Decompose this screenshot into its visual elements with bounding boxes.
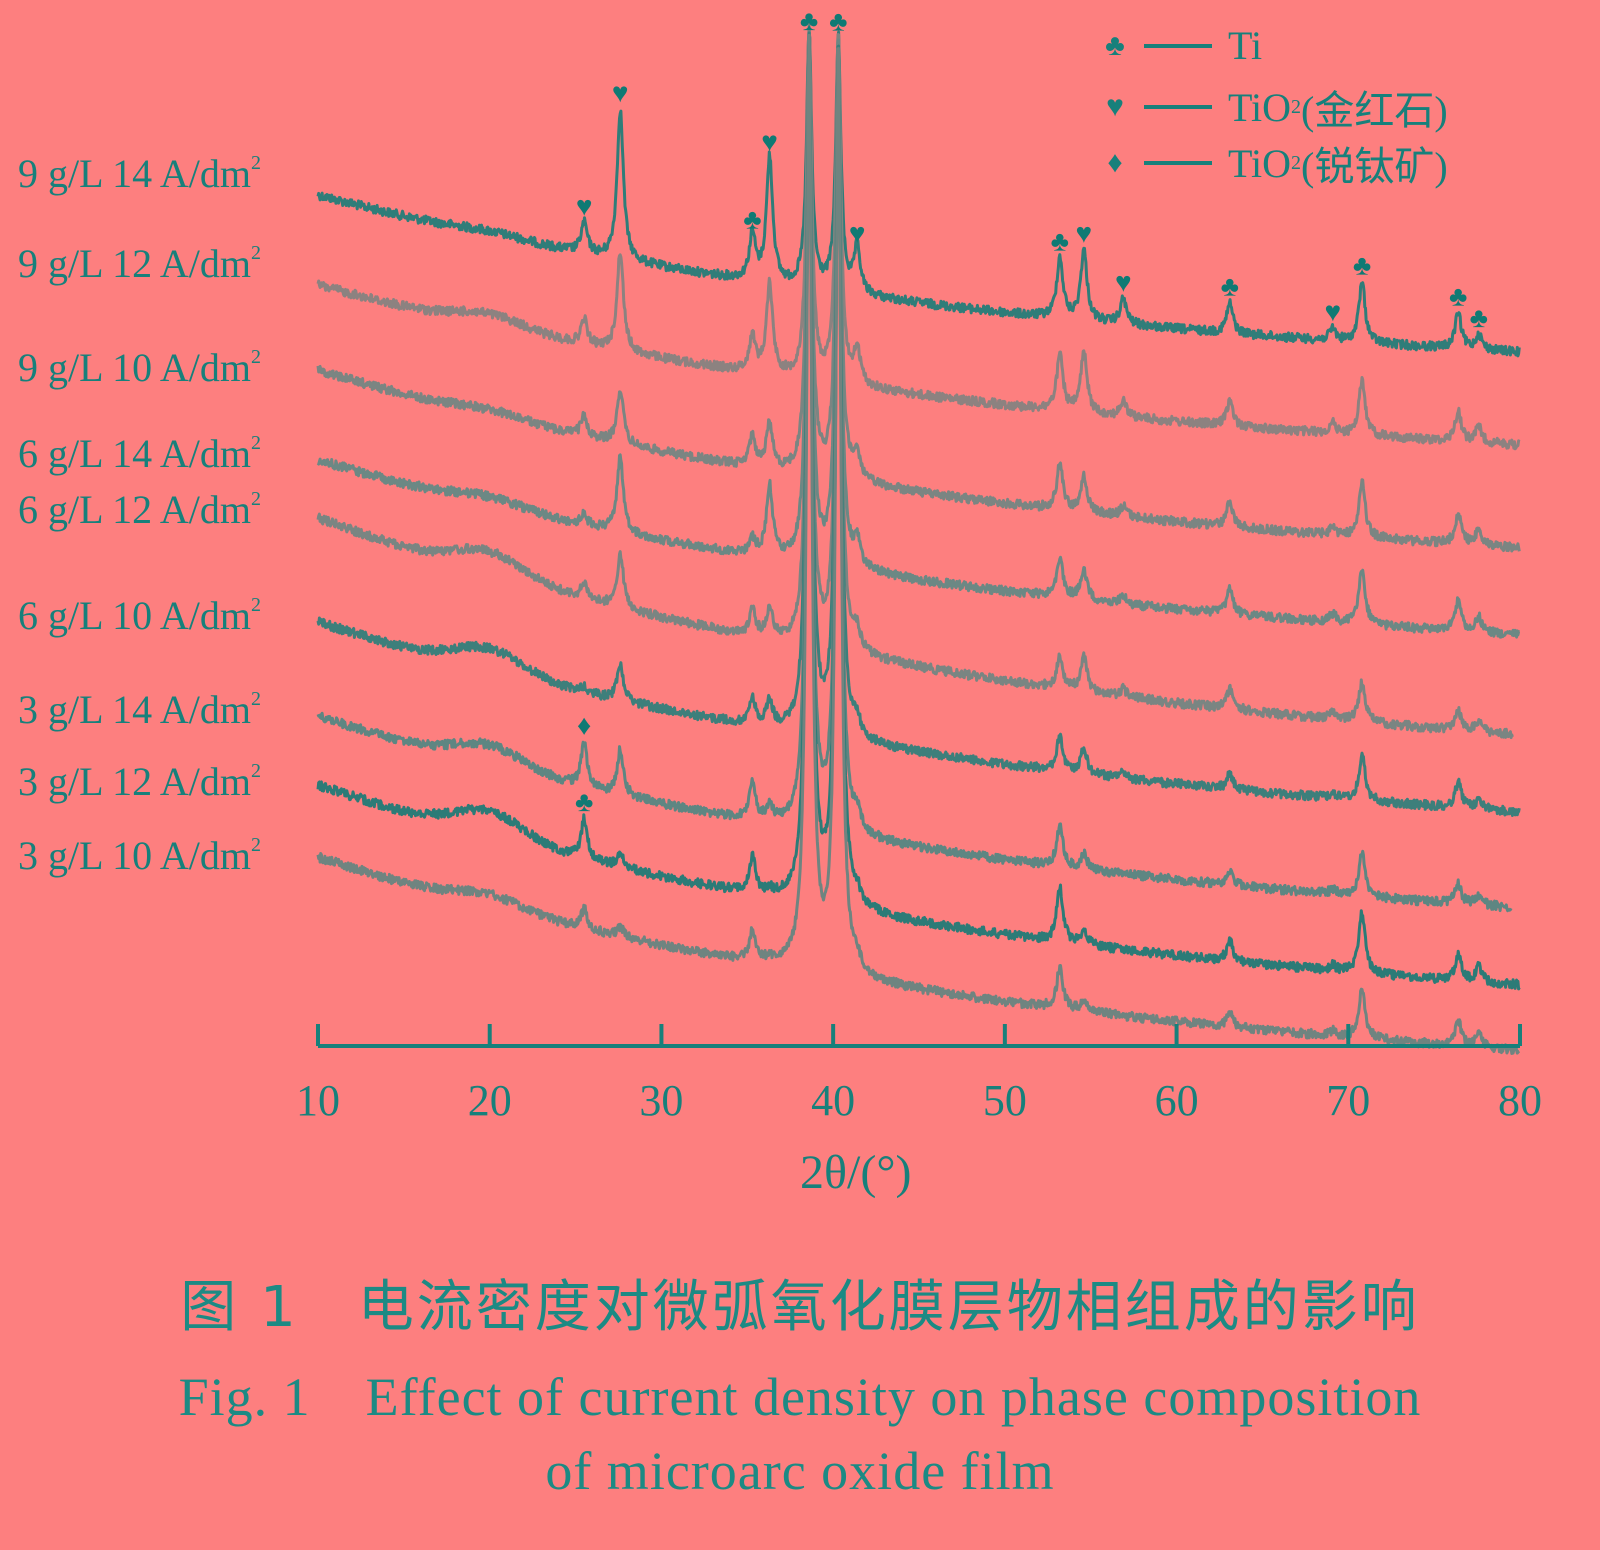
series-label-superscript: 2 [250,346,261,368]
series-line-5 [316,31,1521,817]
peak-marker: ♦ [577,710,591,741]
caption-chinese: 图 1 电流密度对微弧氧化膜层物相组成的影响 [180,1275,1420,1340]
peak-marker: ♣ [1051,226,1069,257]
peak-marker: ♥ [849,219,866,250]
peak-marker: ♣ [1449,282,1467,313]
x-tick-label: 50 [983,1076,1027,1125]
series-label-text: 9 g/L 14 A/dm [18,151,251,196]
caption-english-line1: Fig. 1 Effect of current density on phas… [178,1367,1422,1427]
series-label: 6 g/L 12 A/dm2 [18,486,261,533]
series-label: 3 g/L 10 A/dm2 [18,832,261,879]
peak-annotations: ♥♥♣♥♣ ♣♥ ♣ ♥♥ ♣♥♣♣♣♦♣ [575,6,1488,818]
traces [316,23,1521,1055]
peak-marker: ♥ [1115,267,1132,298]
series-label-text: 6 g/L 10 A/dm [18,593,251,638]
series-label-superscript: 2 [250,688,261,710]
peak-marker: ♣ [743,204,761,235]
series-label-text: 3 g/L 12 A/dm [18,759,251,804]
legend-label: TiO [1228,84,1292,130]
legend-dash [1144,43,1212,48]
x-axis-label: 2θ/(°) [800,1146,912,1199]
peak-marker: ♥ [1076,219,1093,250]
peak-marker: ♥ [1325,297,1342,328]
legend-suffix: (锐钛矿) [1301,144,1448,189]
legend-subscript: 2 [1291,151,1302,174]
series-label: 9 g/L 14 A/dm2 [18,150,261,197]
series-line-2 [316,26,1521,553]
series-label-text: 9 g/L 12 A/dm [18,241,251,286]
legend-subscript: 2 [1291,95,1302,118]
peak-marker: ♣ [1353,251,1371,282]
peak-marker: ♣ [829,6,847,37]
series-line-7 [316,35,1521,991]
peak-marker: ♣ [1470,303,1488,334]
legend-entry: ♥ TiO 2 (金红石) [1100,78,1448,136]
series-line-4 [316,30,1514,740]
legend-entry: ♦ TiO 2 (锐钛矿) [1100,134,1448,192]
peak-marker: ♣ [800,6,818,37]
series-label-superscript: 2 [250,432,261,454]
peak-marker: ♥ [576,192,593,223]
x-axis: 10 20 30 40 50 60 70 80 [296,1024,1542,1125]
peak-marker: ♣ [1221,271,1239,302]
series-line-1 [316,23,1521,451]
legend-dash [1144,105,1212,109]
club-icon: ♣ [1105,28,1125,62]
legend-dash [1144,161,1212,165]
x-tick-label: 70 [1326,1076,1370,1125]
legend-suffix: (金红石) [1301,88,1448,133]
diamond-icon: ♦ [1107,146,1123,179]
legend-entry: ♣ Ti [1100,22,1262,69]
legend-label: TiO [1228,140,1292,186]
series-label: 9 g/L 10 A/dm2 [18,344,261,391]
series-label: 3 g/L 14 A/dm2 [18,686,261,733]
peak-marker: ♥ [761,127,778,158]
series-label: 6 g/L 10 A/dm2 [18,592,261,639]
series-label-superscript: 2 [250,594,261,616]
x-tick-label: 10 [296,1076,340,1125]
series-label-superscript: 2 [250,488,261,510]
series-label-superscript: 2 [250,152,261,174]
peak-marker: ♣ [575,787,593,818]
x-tick-label: 40 [811,1076,855,1125]
series-label-text: 6 g/L 14 A/dm [18,431,251,476]
series-label-superscript: 2 [250,242,261,264]
series-label-text: 3 g/L 10 A/dm [18,833,251,878]
series-line-0 [316,30,1521,358]
series-label-superscript: 2 [250,760,261,782]
x-tick-label: 20 [468,1076,512,1125]
series-label-text: 3 g/L 14 A/dm [18,687,251,732]
series-label-text: 6 g/L 12 A/dm [18,487,251,532]
x-tick-label: 80 [1498,1076,1542,1125]
legend-label: Ti [1228,23,1263,68]
series-label-superscript: 2 [250,834,261,856]
series-line-3 [316,30,1521,639]
series-label: 9 g/L 12 A/dm2 [18,240,261,287]
series-label-text: 9 g/L 10 A/dm [18,345,251,390]
peak-marker: ♥ [612,78,629,109]
series-line-8 [316,33,1521,1055]
series-label: 3 g/L 12 A/dm2 [18,758,261,805]
x-tick-label: 30 [639,1076,683,1125]
series-line-6 [316,35,1513,913]
caption-english-line2: of microarc oxide film [545,1441,1055,1501]
series-label: 6 g/L 14 A/dm2 [18,430,261,477]
heart-icon: ♥ [1106,90,1124,123]
x-tick-label: 60 [1155,1076,1199,1125]
